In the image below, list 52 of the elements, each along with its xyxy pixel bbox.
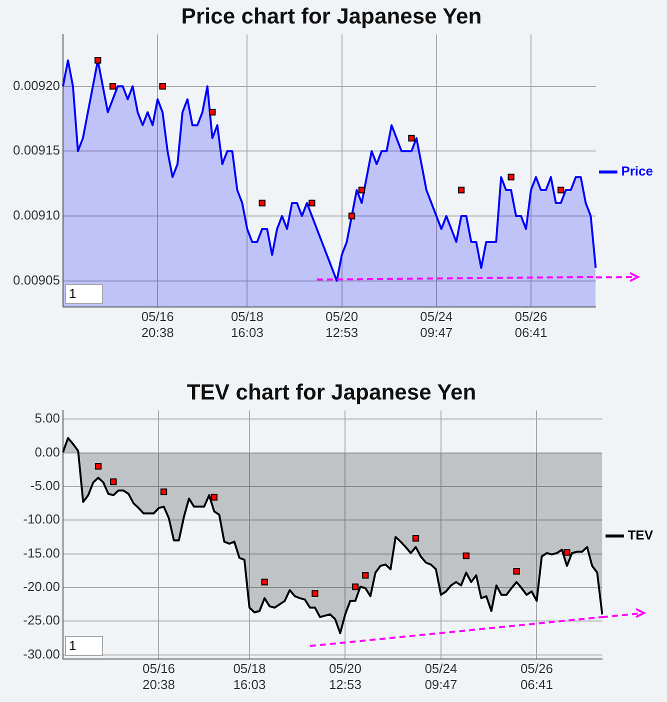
legend-label: TEV <box>628 528 654 543</box>
point <box>458 186 465 194</box>
y-tick-label: -25.00 <box>23 612 60 628</box>
point <box>358 186 366 194</box>
y-tick-label: -20.00 <box>23 579 60 594</box>
x-tick-label: 05/20 12:53 <box>326 309 358 340</box>
point <box>308 200 316 206</box>
point <box>558 186 564 194</box>
y-tick-label: 5.00 <box>34 410 60 426</box>
chart-title: Price chart for Japanese Yen <box>181 3 482 28</box>
point <box>210 494 218 501</box>
point <box>508 174 514 180</box>
legend-label: Price <box>621 164 654 179</box>
x-tick-label: 05/24 09:47 <box>420 309 453 340</box>
y-tick-label: -5.00 <box>30 478 60 494</box>
x-tick-label: 05/18 16:03 <box>233 661 266 692</box>
y-tick-label: -15.00 <box>23 545 60 560</box>
y-tick-label: 0.00 <box>34 444 60 460</box>
point <box>94 57 102 64</box>
x-tick-label: 05/16 20:38 <box>142 661 176 692</box>
chart-title: TEV chart for Japanese Yen <box>186 379 476 404</box>
point <box>462 552 470 560</box>
point <box>412 534 420 542</box>
x-tick-label: 05/26 06:41 <box>514 309 548 340</box>
point <box>564 549 570 556</box>
point <box>261 578 268 586</box>
point <box>352 583 359 590</box>
point <box>408 134 415 142</box>
point <box>110 478 117 486</box>
point <box>209 108 216 116</box>
y-tick-label: -10.00 <box>23 512 60 527</box>
y-tick-label: 0.00905 <box>13 272 60 288</box>
x-tick-label: 05/24 09:47 <box>424 661 458 692</box>
y-tick-label: 0.00915 <box>13 142 60 158</box>
x-tick-label: 05/16 20:38 <box>141 309 174 340</box>
x-tick-label: 05/18 16:03 <box>230 309 264 340</box>
x-tick-label: 05/26 06:41 <box>520 661 553 692</box>
number-field: 1 <box>65 636 103 656</box>
y-tick-label: 0.00920 <box>13 78 60 93</box>
point <box>109 82 116 90</box>
y-tick-label: -30.00 <box>23 646 60 662</box>
point <box>258 200 266 206</box>
point <box>160 488 168 496</box>
point <box>159 82 166 90</box>
number-field: 1 <box>65 284 103 304</box>
point <box>362 572 369 579</box>
point <box>348 212 356 220</box>
point <box>94 462 102 470</box>
point <box>312 590 318 597</box>
x-tick-label: 05/20 12:53 <box>328 661 362 692</box>
y-tick-label: 0.00910 <box>13 208 60 223</box>
point <box>513 568 520 575</box>
